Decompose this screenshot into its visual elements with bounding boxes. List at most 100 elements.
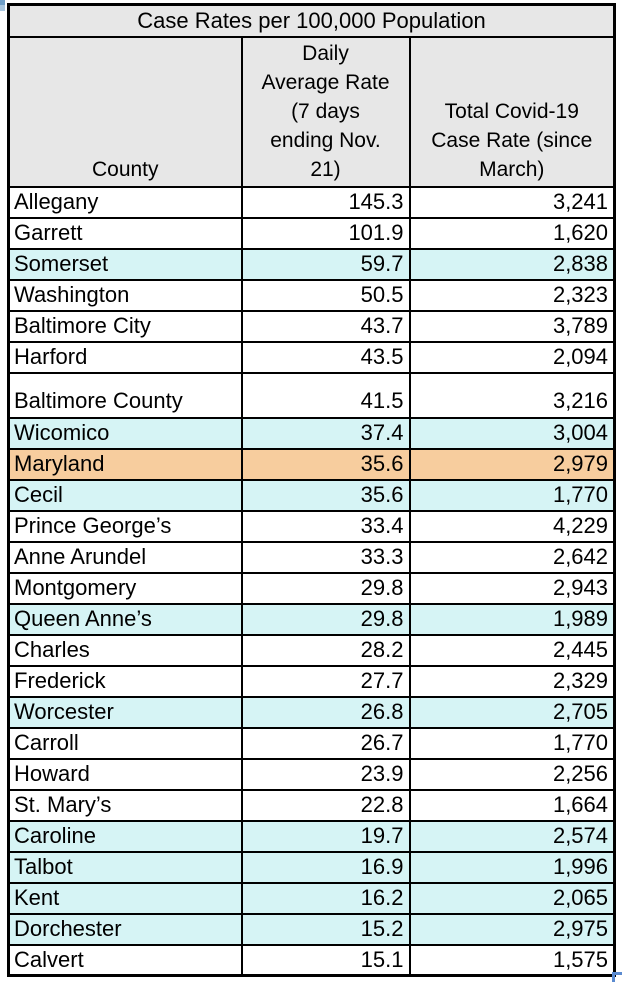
column-header-county: County bbox=[7, 35, 243, 188]
daily-rate-cell: 28.2 bbox=[240, 633, 411, 667]
county-cell: Charles bbox=[7, 633, 243, 667]
county-cell: St. Mary’s bbox=[7, 788, 243, 822]
column-header-total-rate: Total Covid-19 Case Rate (since March) bbox=[408, 35, 616, 188]
total-rate-cell: 1,664 bbox=[408, 788, 616, 822]
county-cell: Kent bbox=[7, 881, 243, 915]
county-cell: Allegany bbox=[7, 185, 243, 219]
table-row: Maryland 35.6 2,979 bbox=[7, 447, 616, 481]
county-cell: Queen Anne’s bbox=[7, 602, 243, 636]
table-row: Baltimore City 43.7 3,789 bbox=[7, 309, 616, 343]
daily-rate-cell: 27.7 bbox=[240, 664, 411, 698]
daily-rate-cell: 43.5 bbox=[240, 340, 411, 374]
daily-rate-cell: 33.4 bbox=[240, 509, 411, 543]
daily-rate-cell: 26.7 bbox=[240, 726, 411, 760]
total-rate-cell: 2,642 bbox=[408, 540, 616, 574]
table-row: St. Mary’s 22.8 1,664 bbox=[7, 788, 616, 822]
daily-rate-cell: 33.3 bbox=[240, 540, 411, 574]
daily-rate-cell: 37.4 bbox=[240, 416, 411, 450]
daily-rate-cell: 26.8 bbox=[240, 695, 411, 729]
table-row: Anne Arundel 33.3 2,642 bbox=[7, 540, 616, 574]
county-cell: Maryland bbox=[7, 447, 243, 481]
total-rate-cell: 3,004 bbox=[408, 416, 616, 450]
table-row: Washington 50.5 2,323 bbox=[7, 278, 616, 312]
county-cell: Dorchester bbox=[7, 912, 243, 946]
total-rate-cell: 2,445 bbox=[408, 633, 616, 667]
image-anchor-icon bbox=[0, 0, 5, 11]
column-header-daily-rate: Daily Average Rate (7 days ending Nov. 2… bbox=[240, 35, 411, 188]
daily-rate-cell: 35.6 bbox=[240, 447, 411, 481]
total-rate-cell: 3,216 bbox=[408, 371, 616, 419]
daily-rate-cell: 50.5 bbox=[240, 278, 411, 312]
county-cell: Baltimore County bbox=[7, 371, 243, 419]
total-rate-cell: 2,943 bbox=[408, 571, 616, 605]
total-rate-cell: 1,996 bbox=[408, 850, 616, 884]
table-row: Dorchester 15.2 2,975 bbox=[7, 912, 616, 946]
daily-rate-cell: 29.8 bbox=[240, 571, 411, 605]
county-cell: Caroline bbox=[7, 819, 243, 853]
county-cell: Garrett bbox=[7, 216, 243, 250]
table-row: Queen Anne’s 29.8 1,989 bbox=[7, 602, 616, 636]
table-row: Carroll 26.7 1,770 bbox=[7, 726, 616, 760]
county-cell: Worcester bbox=[7, 695, 243, 729]
total-rate-cell: 2,329 bbox=[408, 664, 616, 698]
county-cell: Wicomico bbox=[7, 416, 243, 450]
daily-rate-cell: 16.2 bbox=[240, 881, 411, 915]
image-anchor-icon-bottom bbox=[0, 5, 5, 11]
total-rate-cell: 2,979 bbox=[408, 447, 616, 481]
county-cell: Carroll bbox=[7, 726, 243, 760]
table-row: Talbot 16.9 1,996 bbox=[7, 850, 616, 884]
daily-rate-cell: 15.1 bbox=[240, 943, 411, 977]
table-row: Garrett 101.9 1,620 bbox=[7, 216, 616, 250]
county-cell: Cecil bbox=[7, 478, 243, 512]
county-cell: Anne Arundel bbox=[7, 540, 243, 574]
total-rate-cell: 1,770 bbox=[408, 726, 616, 760]
total-rate-cell: 3,241 bbox=[408, 185, 616, 219]
daily-rate-cell: 145.3 bbox=[240, 185, 411, 219]
county-cell: Baltimore City bbox=[7, 309, 243, 343]
county-cell: Washington bbox=[7, 278, 243, 312]
daily-rate-cell: 43.7 bbox=[240, 309, 411, 343]
table-body: Allegany 145.3 3,241 Garrett 101.9 1,620… bbox=[7, 185, 616, 977]
table-row: Charles 28.2 2,445 bbox=[7, 633, 616, 667]
table-row: Worcester 26.8 2,705 bbox=[7, 695, 616, 729]
county-cell: Harford bbox=[7, 340, 243, 374]
table-row: Kent 16.2 2,065 bbox=[7, 881, 616, 915]
county-cell: Montgomery bbox=[7, 571, 243, 605]
daily-rate-cell: 23.9 bbox=[240, 757, 411, 791]
total-rate-cell: 1,575 bbox=[408, 943, 616, 977]
total-rate-cell: 2,975 bbox=[408, 912, 616, 946]
case-rates-table: Case Rates per 100,000 Population County… bbox=[7, 3, 617, 977]
cropped-fragment-icon bbox=[612, 972, 622, 982]
daily-rate-cell: 19.7 bbox=[240, 819, 411, 853]
daily-rate-cell: 15.2 bbox=[240, 912, 411, 946]
total-rate-cell: 2,574 bbox=[408, 819, 616, 853]
daily-rate-cell: 35.6 bbox=[240, 478, 411, 512]
total-rate-cell: 2,065 bbox=[408, 881, 616, 915]
county-cell: Frederick bbox=[7, 664, 243, 698]
table-row: Howard 23.9 2,256 bbox=[7, 757, 616, 791]
daily-rate-cell: 101.9 bbox=[240, 216, 411, 250]
total-rate-cell: 1,620 bbox=[408, 216, 616, 250]
total-rate-cell: 2,256 bbox=[408, 757, 616, 791]
table-row: Caroline 19.7 2,574 bbox=[7, 819, 616, 853]
total-rate-cell: 2,323 bbox=[408, 278, 616, 312]
daily-rate-cell: 29.8 bbox=[240, 602, 411, 636]
total-rate-cell: 3,789 bbox=[408, 309, 616, 343]
daily-rate-cell: 41.5 bbox=[240, 371, 411, 419]
table-row: Cecil 35.6 1,770 bbox=[7, 478, 616, 512]
daily-rate-cell: 16.9 bbox=[240, 850, 411, 884]
table-row: Frederick 27.7 2,329 bbox=[7, 664, 616, 698]
header-row: County Daily Average Rate (7 days ending… bbox=[7, 35, 616, 188]
county-cell: Somerset bbox=[7, 247, 243, 281]
title-row: Case Rates per 100,000 Population bbox=[7, 3, 616, 38]
table-row: Harford 43.5 2,094 bbox=[7, 340, 616, 374]
table-title: Case Rates per 100,000 Population bbox=[7, 3, 616, 38]
total-rate-cell: 2,838 bbox=[408, 247, 616, 281]
total-rate-cell: 1,989 bbox=[408, 602, 616, 636]
county-cell: Calvert bbox=[7, 943, 243, 977]
total-rate-cell: 2,094 bbox=[408, 340, 616, 374]
daily-rate-cell: 59.7 bbox=[240, 247, 411, 281]
table-row: Wicomico 37.4 3,004 bbox=[7, 416, 616, 450]
county-cell: Prince George’s bbox=[7, 509, 243, 543]
